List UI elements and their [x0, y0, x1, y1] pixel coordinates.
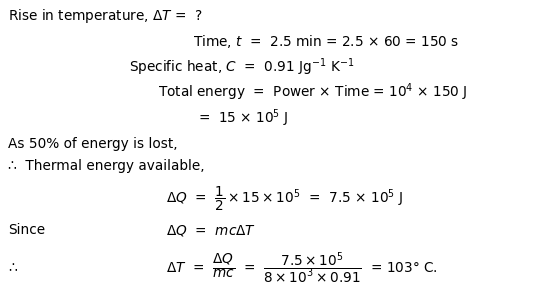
Text: ∴: ∴ — [8, 261, 17, 275]
Text: ∴  Thermal energy available,: ∴ Thermal energy available, — [8, 159, 205, 173]
Text: $\Delta T$  =  $\dfrac{\Delta Q}{mc}$  =  $\dfrac{7.5\times10^5}{8\times10^3\tim: $\Delta T$ = $\dfrac{\Delta Q}{mc}$ = $\… — [166, 250, 438, 286]
Text: $\Delta Q$  =  $mc\Delta T$: $\Delta Q$ = $mc\Delta T$ — [166, 222, 257, 238]
Text: As 50% of energy is lost,: As 50% of energy is lost, — [8, 137, 178, 151]
Text: $\Delta Q$  =  $\dfrac{1}{2}\times15\times10^5$  =  7.5 × 10$^5$ J: $\Delta Q$ = $\dfrac{1}{2}\times15\times… — [166, 185, 404, 213]
Text: Since: Since — [8, 223, 45, 237]
Text: Specific heat, $C$  =  0.91 Jg$^{-1}$ K$^{-1}$: Specific heat, $C$ = 0.91 Jg$^{-1}$ K$^{… — [129, 56, 354, 78]
Text: =  15 × 10$^5$ J: = 15 × 10$^5$ J — [198, 107, 288, 129]
Text: Time, $t$  =  2.5 min = 2.5 × 60 = 150 s: Time, $t$ = 2.5 min = 2.5 × 60 = 150 s — [193, 33, 460, 50]
Text: Total energy  =  Power × Time = 10$^4$ × 150 J: Total energy = Power × Time = 10$^4$ × 1… — [158, 82, 468, 103]
Text: Rise in temperature, $\Delta T$ =  ?: Rise in temperature, $\Delta T$ = ? — [8, 7, 203, 25]
